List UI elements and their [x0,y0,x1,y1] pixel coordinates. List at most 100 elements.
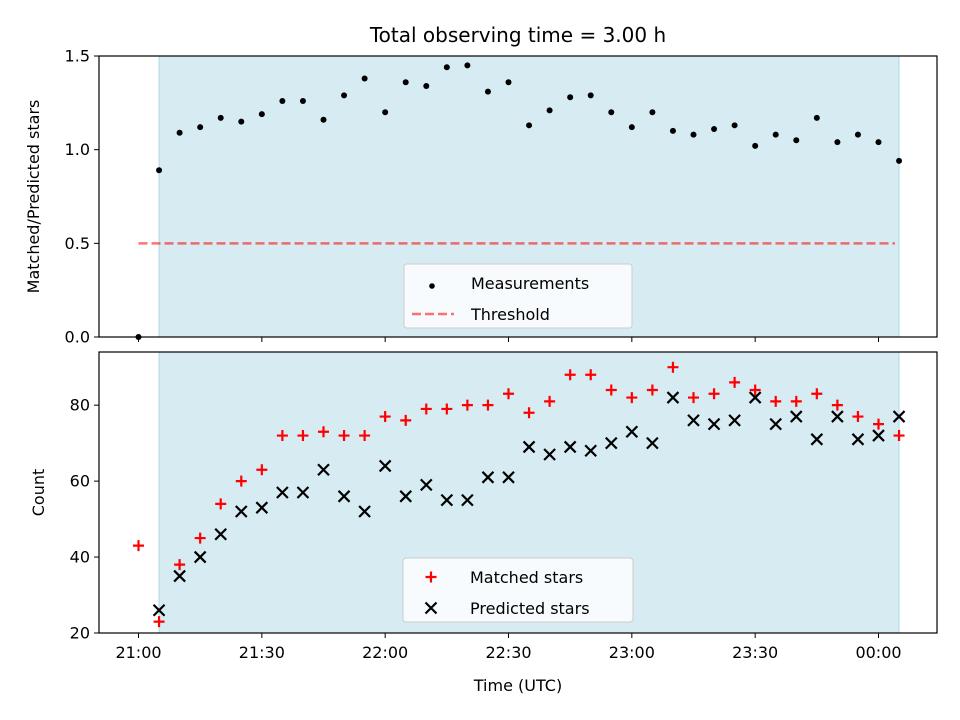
measurement-point [238,118,245,125]
matched-star-point [503,388,514,400]
predicted-star-point [584,444,597,458]
matched-star-point [153,616,165,628]
axes-frame [98,55,938,338]
series-matched-stars [133,361,905,628]
predicted-star-point [543,448,556,461]
matched-star-point [215,498,227,510]
measurement-point [361,75,368,82]
matched-star-point [133,540,144,552]
predicted-star-point [399,490,412,503]
y-tick-label: 20 [70,624,90,643]
measurement-point [382,109,389,116]
measurement-point [752,142,759,149]
matched-star-point [174,559,186,571]
x-tick-label: 22:30 [485,643,531,662]
panel-ratio: 0.0 0.5 1.0 1.5 Matched/Predicted stars Measu… [24,47,938,347]
measurement-point [731,122,738,129]
predicted-star-point [358,505,371,518]
measurement-point [156,167,163,174]
measurement-point [423,82,430,89]
x-axis-label: Time (UTC) [473,676,562,695]
measurement-point [854,131,861,138]
matched-star-point [461,399,473,411]
measurement-point [834,139,841,146]
predicted-star-point [214,527,227,541]
measurement-point [608,109,615,116]
measurement-point [628,124,635,131]
predicted-star-point [646,436,659,450]
x-tick-label: 00:00 [855,643,901,662]
legend-marker-measurements [429,283,435,289]
matched-star-point [708,388,720,400]
matched-star-point [441,403,453,415]
measurement-point [197,124,204,131]
panel-counts: 20 40 60 80 21:00 21:30 22:00 22:30 23:00 23:30 00… [29,351,938,662]
measurement-point [279,97,286,104]
x-tick-label: 21:30 [239,643,285,662]
series-predicted-stars [152,391,906,617]
predicted-star-point [276,486,289,499]
predicted-star-point [728,414,741,427]
predicted-star-point [152,603,166,617]
matched-star-point [852,411,864,423]
matched-star-point [811,388,823,400]
measurement-point [546,107,553,114]
legend-box [403,263,633,329]
predicted-star-point [440,493,454,507]
y-tick-label: 1.0 [65,140,90,159]
measurement-point [567,94,574,101]
legend-marker-predicted [424,601,438,615]
measurement-point [793,137,800,144]
predicted-star-point [193,550,207,564]
predicted-star-point [872,429,885,442]
measurement-point [690,131,697,138]
measurement-point [587,92,594,99]
measurement-point [875,139,882,146]
x-tick-label: 21:00 [115,643,161,662]
measurement-point [176,129,183,136]
matched-star-point [626,392,638,404]
legend-label: Predicted stars [470,599,590,618]
matched-star-point [729,376,741,388]
predicted-star-point [522,440,536,454]
x-tick-label: 23:00 [609,643,655,662]
predicted-star-point [481,471,495,484]
predicted-star-point [461,493,474,507]
predicted-star-point [892,410,906,423]
measurement-point [258,111,265,118]
matched-star-point [194,532,206,544]
predicted-star-point [851,433,865,446]
y-tick-label: 1.5 [65,47,90,66]
y-tick-label: 0.0 [65,328,90,347]
matched-star-point [873,418,884,430]
matched-star-point [276,430,288,442]
matched-star-point [318,426,329,438]
matched-star-point [605,384,617,396]
matched-star-point [667,361,679,373]
predicted-star-point [810,433,824,446]
matched-star-point [688,392,699,404]
x-tick-label: 22:00 [362,643,408,662]
matched-star-point [544,395,556,407]
matched-star-point [256,464,268,476]
measurement-point [402,79,409,86]
measurement-point [443,64,450,71]
legend-label: Matched stars [470,568,583,587]
matched-star-point [749,384,761,396]
chart-title: Total observing time = 3.00 h [369,23,666,47]
measurement-point [813,114,820,121]
predicted-star-point [707,417,721,431]
measurement-point [649,109,656,116]
measurement-point [484,88,491,95]
legend-label: Measurements [471,274,589,293]
matched-star-point [790,395,802,407]
legend-marker-matched [425,571,437,583]
y-tick-label: 60 [70,472,90,491]
matched-star-point [379,411,391,423]
measurement-point [526,122,533,129]
predicted-star-point [296,486,310,499]
measurement-point [505,79,512,86]
matched-star-point [359,430,371,442]
measurement-point [299,97,306,104]
